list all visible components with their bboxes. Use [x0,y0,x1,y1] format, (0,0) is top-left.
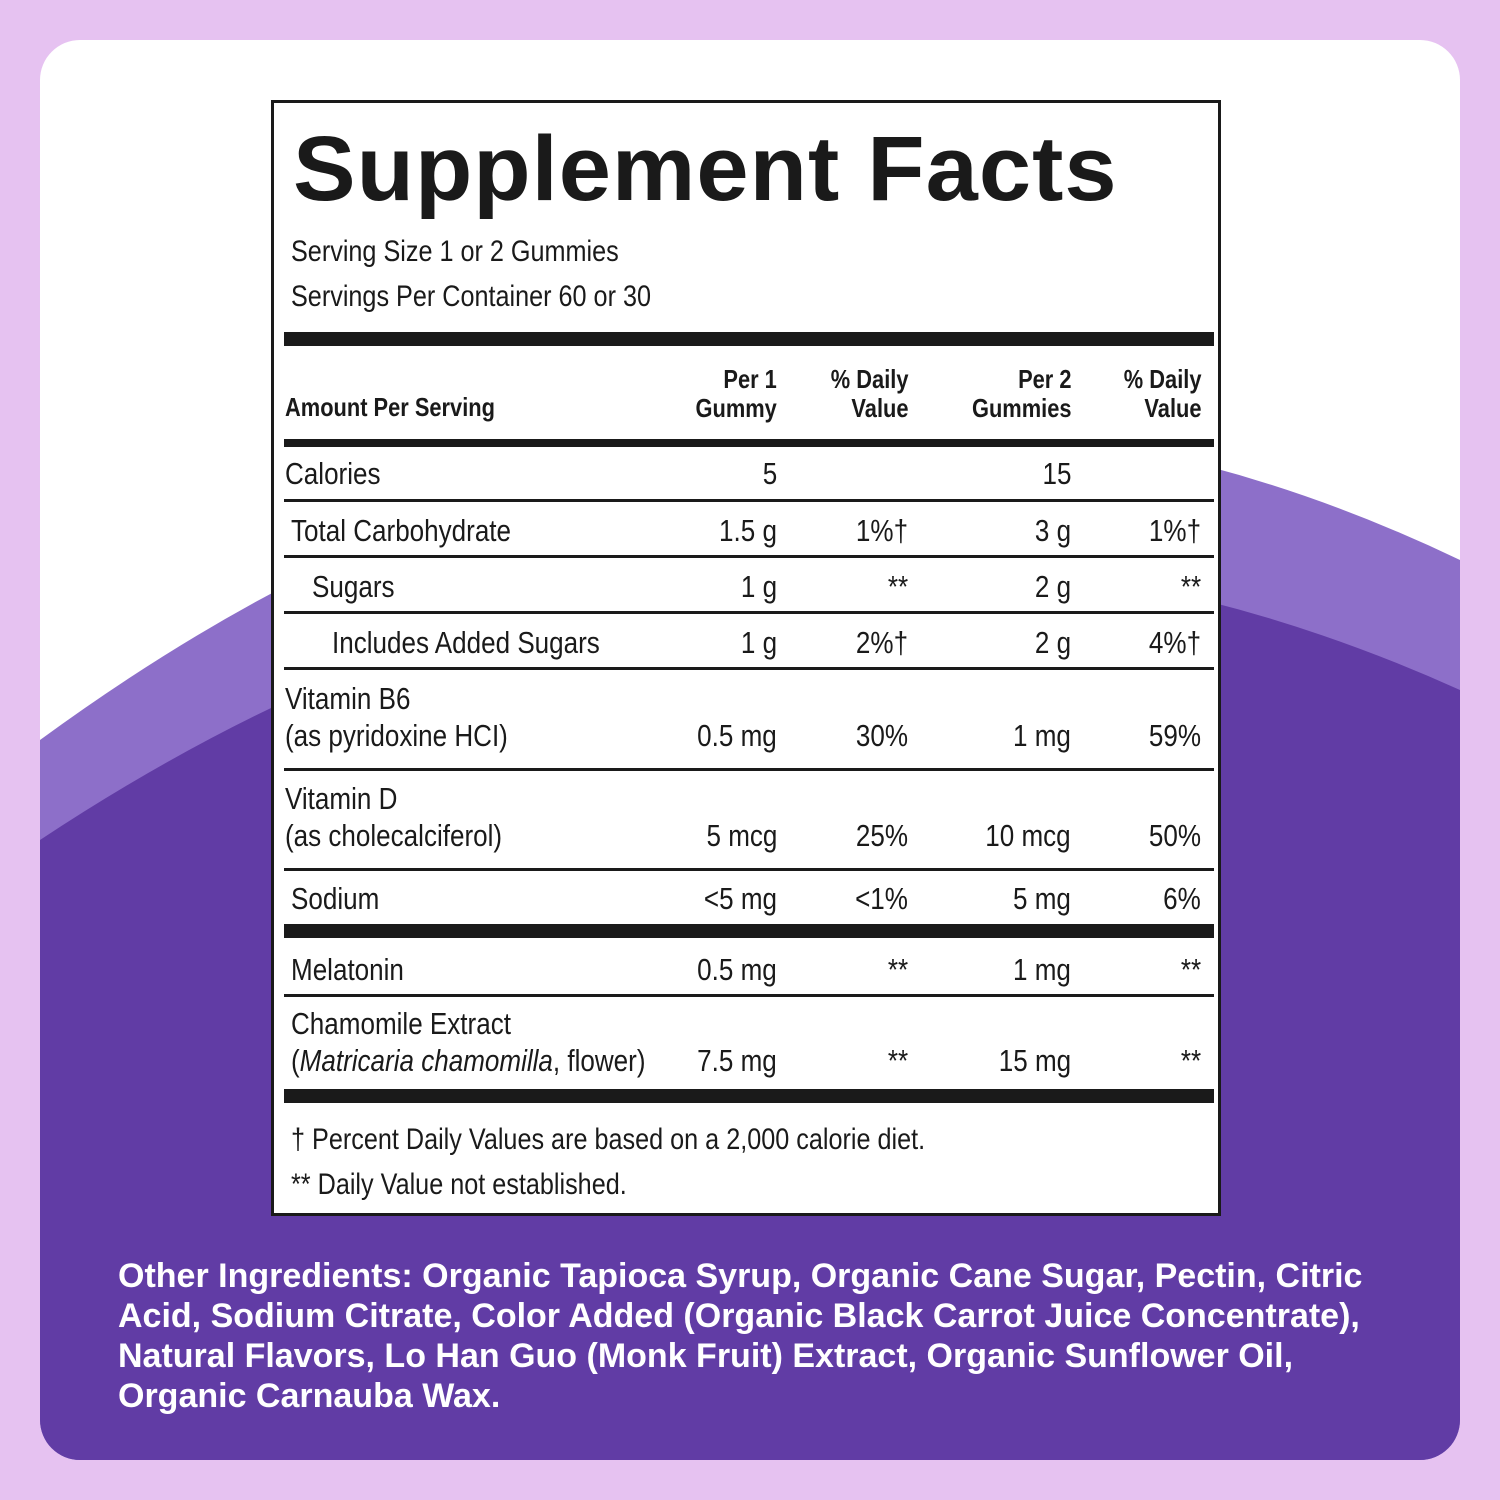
row-vitamin-b6-dv2: 59% [1148,718,1201,753]
row-added-sugars-per2: 2 g [1034,625,1071,660]
row-melatonin-per1: 0.5 mg [697,952,777,987]
serving-size: Serving Size 1 or 2 Gummies [291,235,619,268]
row-sodium-per1: <5 mg [703,881,777,916]
row-divider [284,499,1214,502]
row-vitamin-d-dv1: 25% [855,818,908,853]
row-vitamin-b6-label: Vitamin B6 [285,681,411,716]
supplement-facts-panel: Supplement Facts Serving Size 1 or 2 Gum… [271,100,1221,1216]
row-vitamin-b6-per1: 0.5 mg [697,718,777,753]
row-melatonin-dv2: ** [1180,952,1201,987]
thick-divider [284,924,1214,938]
row-chamomile-form: (Matricaria chamomilla, flower) [291,1043,646,1078]
row-sugars-label: Sugars [312,569,395,604]
other-ingredients-text: Organic Tapioca Syrup, Organic Cane Suga… [118,1257,1363,1415]
row-sugars-dv2: ** [1180,569,1201,604]
row-chamomile-dv2: ** [1180,1043,1201,1078]
row-total-carbohydrate-label: Total Carbohydrate [291,513,512,548]
row-total-carbohydrate-dv1: 1%† [855,513,908,548]
row-sugars-per2: 2 g [1034,569,1071,604]
header-amount-per-serving: Amount Per Serving [285,392,495,422]
row-vitamin-d-form: (as cholecalciferol) [285,818,503,853]
row-sugars-per1: 1 g [740,569,777,604]
row-added-sugars-dv2: 4%† [1148,625,1201,660]
row-divider [284,555,1214,558]
row-added-sugars-dv1: 2%† [855,625,908,660]
row-calories-label: Calories [285,456,381,491]
row-vitamin-d-per1: 5 mcg [706,818,777,853]
row-calories-per1: 5 [762,456,777,491]
row-divider [284,611,1214,614]
row-divider [284,768,1214,771]
row-chamomile-dv1: ** [887,1043,908,1078]
other-ingredients: Other Ingredients: Organic Tapioca Syrup… [118,1256,1408,1416]
row-sodium-per2: 5 mg [1013,881,1071,916]
row-added-sugars-per1: 1 g [740,625,777,660]
row-vitamin-d-per2: 10 mcg [985,818,1071,853]
panel-title: Supplement Facts [293,118,1118,220]
row-sugars-dv1: ** [887,569,908,604]
header-divider [284,439,1214,447]
row-sodium-label: Sodium [291,881,380,916]
footnote-not-established: ** Daily Value not established. [291,1168,627,1201]
row-sodium-dv1: <1% [855,881,908,916]
header-per-1-gummy: Per 1 Gummy [695,364,777,423]
row-total-carbohydrate-per2: 3 g [1034,513,1071,548]
row-vitamin-b6-form: (as pyridoxine HCI) [285,718,508,753]
row-divider [284,667,1214,670]
row-calories-per2: 15 [1042,456,1071,491]
row-melatonin-label: Melatonin [291,952,404,987]
row-chamomile-per1: 7.5 mg [697,1043,777,1078]
row-vitamin-d-dv2: 50% [1148,818,1201,853]
row-sodium-dv2: 6% [1163,881,1201,916]
thick-divider [284,332,1214,346]
row-vitamin-b6-per2: 1 mg [1013,718,1071,753]
header-per-2-gummies: Per 2 Gummies [971,364,1071,423]
row-total-carbohydrate-per1: 1.5 g [719,513,777,548]
row-melatonin-dv1: ** [887,952,908,987]
row-vitamin-b6-dv1: 30% [855,718,908,753]
row-divider [284,868,1214,871]
row-melatonin-per2: 1 mg [1013,952,1071,987]
row-vitamin-d-label: Vitamin D [285,781,398,816]
row-chamomile-label: Chamomile Extract [291,1006,511,1041]
header-daily-value-2: % Daily Value [1123,364,1201,423]
row-total-carbohydrate-dv2: 1%† [1148,513,1201,548]
servings-per-container: Servings Per Container 60 or 30 [291,280,652,313]
row-divider [284,994,1214,997]
thick-divider [284,1089,1214,1103]
footnote-daily-values: † Percent Daily Values are based on a 2,… [291,1123,926,1156]
label-card: Supplement Facts Serving Size 1 or 2 Gum… [40,40,1460,1460]
row-added-sugars-label: Includes Added Sugars [332,625,600,660]
other-ingredients-label: Other Ingredients: [118,1257,413,1295]
row-chamomile-per2: 15 mg [998,1043,1071,1078]
header-daily-value-1: % Daily Value [830,364,908,423]
